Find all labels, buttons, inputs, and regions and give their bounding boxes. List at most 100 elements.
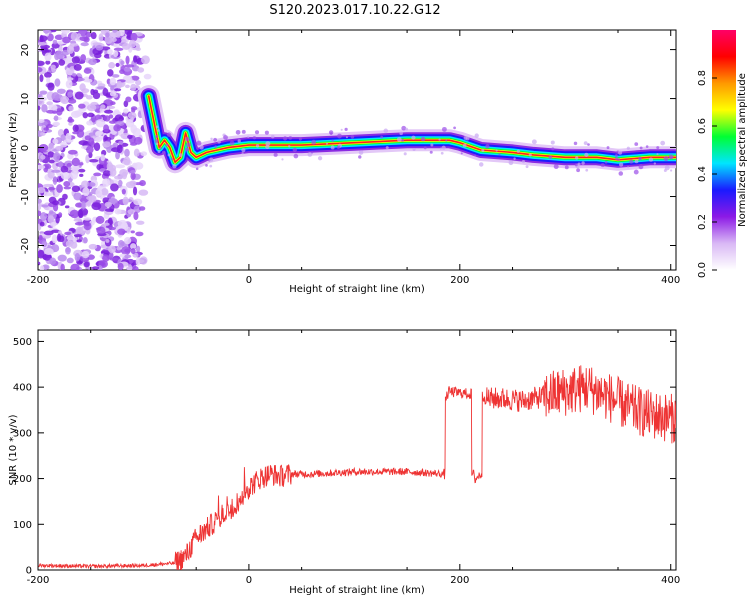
- noise-blob: [63, 186, 72, 190]
- noise-blob: [123, 156, 131, 166]
- noise-blob: [130, 172, 136, 181]
- noise-blob: [86, 200, 91, 207]
- noise-blob: [104, 201, 112, 208]
- ridge-speckle: [638, 164, 644, 170]
- noise-blob: [102, 170, 112, 177]
- ridge-speckle: [235, 129, 241, 135]
- ridge-speckle: [209, 164, 213, 168]
- ridge-speckle: [626, 146, 630, 150]
- snr-y-tick-label: 500: [13, 337, 32, 348]
- ridge-speckle: [336, 145, 341, 149]
- noise-blob: [93, 142, 101, 152]
- noise-blob: [107, 226, 116, 231]
- ridge-speckle: [229, 140, 235, 146]
- spectrogram-x-tick-label: 200: [450, 275, 469, 286]
- ridge-speckle: [288, 136, 293, 140]
- noise-blob: [52, 200, 59, 206]
- noise-blob: [132, 127, 141, 137]
- ridge-speckle: [209, 157, 214, 162]
- noise-blob: [72, 124, 79, 132]
- noise-blob: [71, 185, 81, 193]
- ridge-speckle: [577, 162, 581, 166]
- noise-blob: [107, 69, 114, 77]
- ridge-speckle: [614, 154, 618, 158]
- noise-blob: [118, 140, 124, 146]
- noise-blob: [133, 205, 142, 213]
- noise-blob: [63, 181, 71, 187]
- noise-blob: [38, 164, 46, 170]
- noise-blob: [87, 182, 96, 187]
- noise-blob: [57, 254, 67, 262]
- noise-blob: [86, 120, 94, 126]
- ridge-speckle: [614, 157, 619, 161]
- noise-blob: [46, 123, 53, 129]
- noise-blob: [83, 236, 88, 244]
- noise-blob: [52, 121, 61, 127]
- noise-blob: [115, 164, 126, 169]
- noise-blob: [113, 50, 119, 58]
- ridge-speckle: [155, 125, 159, 129]
- ridge-speckle: [401, 125, 407, 131]
- noise-blob: [68, 98, 77, 104]
- noise-blob: [83, 68, 92, 74]
- noise-blob: [51, 110, 58, 114]
- snr-x-ticks: -200 0 200 400: [27, 330, 680, 586]
- noise-blob: [124, 64, 135, 68]
- noise-blob: [110, 183, 119, 192]
- noise-blob: [88, 137, 95, 145]
- ridge-speckle: [178, 153, 183, 157]
- noise-blob: [68, 105, 74, 112]
- noise-blob: [133, 198, 143, 206]
- noise-blob: [130, 230, 135, 234]
- noise-blob: [92, 266, 100, 270]
- ridge-speckle: [617, 158, 621, 161]
- ridge-speckle: [311, 139, 317, 145]
- noise-blob: [67, 149, 78, 155]
- ridge-speckle: [214, 145, 218, 149]
- snr-line: [38, 365, 676, 570]
- noise-blob: [56, 108, 63, 116]
- noise-blob: [39, 90, 48, 95]
- noise-blob: [115, 62, 120, 67]
- noise-blob: [67, 116, 73, 123]
- ridge-speckle: [521, 159, 526, 164]
- noise-blob: [38, 186, 46, 194]
- colorbar-label: Normalized spectral amplitude: [737, 73, 748, 227]
- spectrogram-y-tick-label: 20: [20, 44, 31, 57]
- noise-blob: [103, 124, 110, 133]
- noise-blob: [111, 37, 117, 42]
- spectrogram-panel: -200 0 200 400 -20 -10 0 10 20 Height of straig…: [8, 29, 680, 295]
- noise-blob: [100, 188, 109, 196]
- noise-blob: [131, 107, 136, 114]
- noise-blob: [38, 67, 43, 73]
- ridge-speckle: [516, 149, 520, 153]
- ridge-speckle: [668, 154, 674, 160]
- snr-x-label: Height of straight line (km): [289, 585, 425, 596]
- noise-blob: [75, 202, 83, 208]
- ridge-speckle: [553, 164, 559, 170]
- ridge-speckle: [172, 164, 177, 169]
- noise-blob: [113, 47, 124, 52]
- noise-blob: [114, 175, 124, 180]
- noise-blob: [115, 30, 121, 38]
- ridge-speckle: [247, 135, 250, 139]
- noise-blob: [120, 246, 131, 255]
- ridge-speckle: [205, 164, 208, 167]
- noise-blob: [40, 44, 50, 50]
- ridge-speckle: [184, 147, 189, 152]
- noise-blob: [95, 215, 105, 224]
- ridge-speckle: [252, 136, 257, 140]
- noise-blob: [69, 42, 79, 47]
- noise-blob: [40, 154, 46, 160]
- colorbar-bar: [712, 30, 736, 270]
- noise-blob: [92, 92, 101, 100]
- spectrogram-y-tick-label: -20: [20, 238, 31, 254]
- ridge-speckle: [217, 140, 221, 144]
- ridge-speckle: [633, 169, 639, 175]
- noise-blob: [105, 238, 110, 243]
- noise-blob: [88, 58, 97, 66]
- noise-blob: [83, 217, 92, 221]
- noise-blob: [79, 162, 84, 166]
